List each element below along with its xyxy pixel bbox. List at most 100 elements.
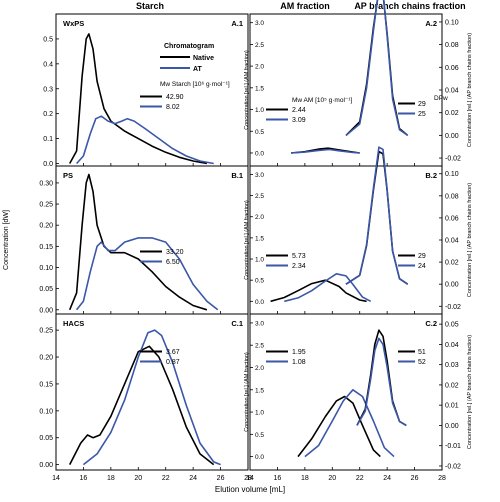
series-line-c-1-1 xyxy=(82,329,221,466)
ytick-right-label-c-2-3: 0.01 xyxy=(445,403,459,410)
ytick-label-a-2-6: 3.0 xyxy=(255,20,264,27)
ytick-right-label-a-2-4: 0.06 xyxy=(445,65,459,72)
ytick-right-label-a-2-6: 0.10 xyxy=(445,19,459,26)
series-line-a-2-3 xyxy=(345,0,409,137)
ytick-right-label-c-2-7: 0.05 xyxy=(445,322,459,329)
ytick-label-a-2-3: 1.5 xyxy=(255,85,264,92)
annotation-value-a-2-0: 2.44 xyxy=(292,107,306,114)
series-line-c-2-1 xyxy=(304,389,395,458)
series-line-b-1-1 xyxy=(75,237,219,311)
ytick-label-a-2-5: 2.5 xyxy=(255,42,264,49)
annotation-value-c-1-1: 0.87 xyxy=(166,359,180,366)
series-line-b-2-3 xyxy=(345,146,409,285)
series-line-b-1-0 xyxy=(68,173,208,311)
ytick-right-label-b-2-5: 0.08 xyxy=(445,193,459,200)
ytick-label-c-2-2: 1.0 xyxy=(255,410,264,417)
ytick-label-a-1-2: 0.2 xyxy=(43,111,53,118)
y-axis-title-right-a-2: Concentration [rel.] (AP branch chains f… xyxy=(467,33,473,147)
ytick-right-label-a-2-1: 0.00 xyxy=(445,133,459,140)
ytick-label-b-2-5: 2.5 xyxy=(255,193,264,200)
ytick-label-c-2-4: 2.0 xyxy=(255,365,264,372)
annotation-value-b-1-1: 6.50 xyxy=(166,259,180,266)
ytick-label-c-2-6: 3.0 xyxy=(255,320,264,327)
ytick-right-label-a-2-0: -0.02 xyxy=(445,156,461,163)
ytick-label-c-1-4: 0.20 xyxy=(39,355,53,362)
panel-label-a-1: A.1 xyxy=(231,19,243,28)
x-axis-title: Elution volume [mL] xyxy=(215,485,285,494)
xtick-label-c-1-1: 16 xyxy=(80,475,88,482)
y-axis-title-mid-b-2: Concentration [rel.] (AM fraction) xyxy=(244,200,250,280)
ytick-label-a-1-5: 0.5 xyxy=(43,36,53,43)
dpw-value-c-2-0: 51 xyxy=(418,349,426,356)
panel-frame-c-2 xyxy=(249,313,443,471)
dpw-label: DPw xyxy=(434,95,448,102)
ytick-right-label-b-2-1: 0.00 xyxy=(445,282,459,289)
ytick-right-label-c-2-2: 0.00 xyxy=(445,423,459,430)
panel-label-b-1: B.1 xyxy=(231,171,243,180)
xtick-label-c-2-0: 14 xyxy=(246,475,254,482)
xtick-label-c-1-3: 20 xyxy=(134,475,142,482)
xtick-label-c-1-5: 24 xyxy=(189,475,197,482)
ytick-label-b-2-1: 0.5 xyxy=(255,278,264,285)
xtick-label-c-1-7: 28 xyxy=(244,475,252,482)
ytick-label-a-2-2: 1.0 xyxy=(255,107,264,114)
annotation-value-a-1-1: 8.02 xyxy=(166,104,180,111)
xtick-label-c-1-2: 18 xyxy=(107,475,115,482)
ytick-label-c-1-5: 0.25 xyxy=(39,328,53,335)
legend: Chromatogram Native AT Mw Starch [10⁶ g·… xyxy=(160,43,448,104)
header-am-fraction: AM fraction xyxy=(280,1,330,11)
xtick-label-c-2-2: 18 xyxy=(301,475,309,482)
ytick-right-label-b-2-2: 0.02 xyxy=(445,260,459,267)
dpw-value-a-2-1: 25 xyxy=(418,111,426,118)
panel-frame-a-1 xyxy=(55,13,249,167)
annotation-value-b-2-0: 5.73 xyxy=(292,253,306,260)
panel-label-c-1: C.1 xyxy=(231,319,243,328)
ytick-label-b-1-3: 0.15 xyxy=(39,244,53,251)
ytick-right-label-c-2-1: -0.01 xyxy=(445,443,461,450)
xtick-label-c-1-6: 26 xyxy=(217,475,225,482)
legend-native-label: Native xyxy=(193,55,214,62)
ytick-label-b-2-3: 1.5 xyxy=(255,235,264,242)
series-line-a-1-1 xyxy=(76,115,214,165)
sample-label-c-1: HACS xyxy=(63,319,84,328)
dpw-value-c-2-1: 52 xyxy=(418,359,426,366)
ytick-right-label-b-2-4: 0.06 xyxy=(445,215,459,222)
y-axis-title-right-c-2: Concentration [rel.] (AP branch chains f… xyxy=(467,335,473,449)
ytick-right-label-a-2-2: 0.02 xyxy=(445,110,459,117)
panel-frame-c-1 xyxy=(55,313,249,471)
ytick-label-c-1-3: 0.15 xyxy=(39,381,53,388)
xtick-label-c-2-3: 20 xyxy=(328,475,336,482)
header-starch: Starch xyxy=(136,1,164,11)
ytick-right-label-b-2-6: 0.10 xyxy=(445,171,459,178)
ytick-label-c-1-2: 0.10 xyxy=(39,408,53,415)
xtick-label-c-2-6: 26 xyxy=(411,475,419,482)
ytick-right-label-c-2-0: -0.02 xyxy=(445,463,461,470)
y-axis-title-right-b-2: Concentration [rel.] (AP branch chains f… xyxy=(467,183,473,297)
ytick-label-b-1-1: 0.05 xyxy=(39,286,53,293)
panel-label-a-2: A.2 xyxy=(425,19,437,28)
header-ap-fraction: AP branch chains fraction xyxy=(354,1,465,11)
panel-label-b-2: B.2 xyxy=(425,171,437,180)
series-line-c-1-0 xyxy=(68,345,215,466)
panels-group: A.1 WxPS 0.0 0.1 0.2 0.3 0.4 0.5 42.90 8.02 A.2 0.0… xyxy=(39,0,473,482)
series-line-a-1-0 xyxy=(68,33,208,165)
ytick-label-a-2-1: 0.5 xyxy=(255,129,264,136)
y-axis-title-left: Concentration [dW] xyxy=(3,210,10,270)
ytick-label-c-1-0: 0.00 xyxy=(39,462,53,469)
ytick-right-label-a-2-5: 0.08 xyxy=(445,42,459,49)
annotation-value-c-1-0: 3.67 xyxy=(166,349,180,356)
ytick-label-a-1-4: 0.4 xyxy=(43,61,53,68)
panel-frame-b-2 xyxy=(249,165,443,315)
ytick-right-label-c-2-6: 0.04 xyxy=(445,342,459,349)
xtick-label-c-2-7: 28 xyxy=(438,475,446,482)
ytick-label-b-2-0: 0.0 xyxy=(255,299,264,306)
annotation-value-c-2-0: 1.95 xyxy=(292,349,306,356)
series-line-a-2-2 xyxy=(345,0,409,137)
ytick-right-label-a-2-3: 0.04 xyxy=(445,88,459,95)
ytick-label-b-1-0: 0.00 xyxy=(39,307,53,314)
series-line-c-2-3 xyxy=(356,337,407,427)
ytick-label-c-1-1: 0.05 xyxy=(39,435,53,442)
xtick-label-c-2-5: 24 xyxy=(383,475,391,482)
